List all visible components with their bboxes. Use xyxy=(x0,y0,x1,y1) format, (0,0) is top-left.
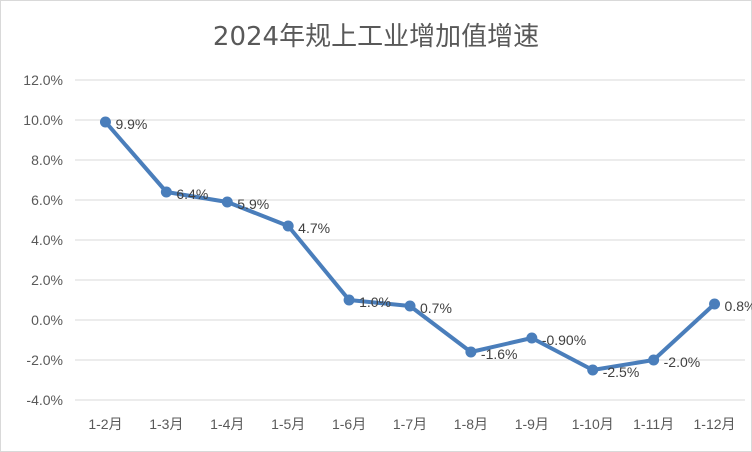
x-axis-tick-labels: 1-2月 1-3月 1-4月 1-5月 1-6月 1-7月 1-8月 1-9月 1-10月 1-1… xyxy=(88,416,735,432)
series-line-group xyxy=(103,120,717,372)
data-point xyxy=(99,116,111,128)
x-tick-label: 1-4月 xyxy=(210,416,244,432)
data-label: -2.0% xyxy=(664,354,701,370)
data-label: 4.7% xyxy=(298,220,330,236)
y-tick-label: 4.0% xyxy=(31,232,63,248)
y-axis-tick-labels: 12.0% 10.0% 8.0% 6.0% 4.0% 2.0% 0.0% -2.0% -4.0% xyxy=(23,72,63,408)
x-tick-label: 1-2月 xyxy=(88,416,122,432)
data-point xyxy=(343,294,355,306)
data-point xyxy=(587,364,599,376)
series-line xyxy=(103,120,717,372)
x-tick-label: 1-8月 xyxy=(454,416,488,432)
data-point xyxy=(160,186,172,198)
y-tick-label: -2.0% xyxy=(26,352,63,368)
chart-title: 2024年规上工业增加值增速 xyxy=(213,22,539,52)
data-points xyxy=(99,116,721,376)
data-label: -2.5% xyxy=(603,364,640,380)
data-point xyxy=(648,354,660,366)
data-label: -1.6% xyxy=(481,346,518,362)
x-tick-label: 1-12月 xyxy=(694,416,736,432)
data-label: 5.9% xyxy=(237,196,269,212)
data-point xyxy=(526,332,538,344)
x-tick-label: 1-6月 xyxy=(332,416,366,432)
data-point xyxy=(465,346,477,358)
data-label: -0.90% xyxy=(542,332,586,348)
x-tick-label: 1-5月 xyxy=(271,416,305,432)
gridlines xyxy=(75,79,745,401)
data-label: 9.9% xyxy=(115,116,147,132)
x-tick-label: 1-9月 xyxy=(515,416,549,432)
x-tick-label: 1-3月 xyxy=(149,416,183,432)
y-tick-label: -4.0% xyxy=(26,392,63,408)
y-tick-label: 0.0% xyxy=(31,312,63,328)
data-labels: 9.9% 6.4% 5.9% 4.7% 1.0% 0.7% -1.6% -0.90% -2.5%… xyxy=(115,116,752,380)
x-tick-label: 1-7月 xyxy=(393,416,427,432)
data-label: 0.8% xyxy=(725,298,752,314)
y-tick-label: 8.0% xyxy=(31,152,63,168)
data-point xyxy=(709,298,721,310)
data-point xyxy=(221,196,233,208)
data-label: 1.0% xyxy=(359,294,391,310)
y-tick-label: 6.0% xyxy=(31,192,63,208)
y-tick-label: 2.0% xyxy=(31,272,63,288)
x-tick-label: 1-10月 xyxy=(572,416,614,432)
y-tick-label: 12.0% xyxy=(23,72,63,88)
y-tick-label: 10.0% xyxy=(23,112,63,128)
data-label: 6.4% xyxy=(176,186,208,202)
data-label: 0.7% xyxy=(420,300,452,316)
data-point xyxy=(282,220,294,232)
data-point xyxy=(404,300,416,312)
x-tick-label: 1-11月 xyxy=(633,416,674,432)
